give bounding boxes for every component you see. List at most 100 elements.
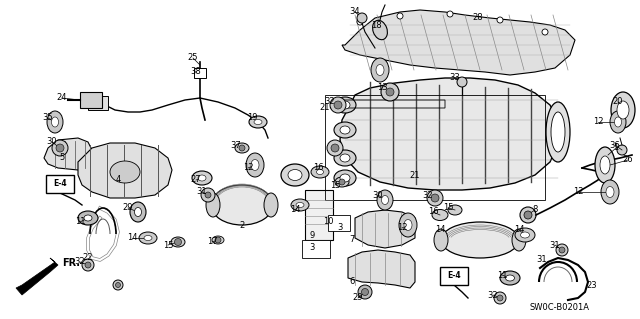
Polygon shape <box>44 138 92 170</box>
Text: 27: 27 <box>191 175 202 184</box>
Ellipse shape <box>404 219 412 231</box>
Ellipse shape <box>134 207 141 217</box>
Ellipse shape <box>595 147 615 183</box>
Text: 14: 14 <box>290 205 300 214</box>
Bar <box>80 92 102 108</box>
Ellipse shape <box>251 160 259 170</box>
Ellipse shape <box>144 235 152 241</box>
Text: SW0C-B0201A: SW0C-B0201A <box>530 303 590 313</box>
Text: 14: 14 <box>435 226 445 234</box>
Circle shape <box>524 211 532 219</box>
Ellipse shape <box>51 117 58 127</box>
Text: 21: 21 <box>410 170 420 180</box>
Circle shape <box>427 190 443 206</box>
Circle shape <box>330 97 346 113</box>
Circle shape <box>494 292 506 304</box>
Ellipse shape <box>340 101 350 109</box>
Circle shape <box>175 239 182 246</box>
Ellipse shape <box>520 232 529 238</box>
Ellipse shape <box>381 196 388 204</box>
Text: 18: 18 <box>371 20 381 29</box>
Circle shape <box>331 144 339 152</box>
Text: 13: 13 <box>377 84 387 93</box>
Circle shape <box>397 13 403 19</box>
Circle shape <box>559 247 565 253</box>
Circle shape <box>358 285 372 299</box>
Circle shape <box>82 259 94 271</box>
Text: 11: 11 <box>497 271 508 279</box>
Ellipse shape <box>551 112 565 152</box>
Text: E-4: E-4 <box>447 271 461 280</box>
Ellipse shape <box>340 154 350 162</box>
Ellipse shape <box>334 122 356 138</box>
Ellipse shape <box>600 156 610 174</box>
Text: 17: 17 <box>207 238 218 247</box>
Text: 20: 20 <box>612 98 623 107</box>
Ellipse shape <box>515 228 535 242</box>
Ellipse shape <box>335 177 349 187</box>
Circle shape <box>542 29 548 35</box>
Ellipse shape <box>211 185 273 225</box>
Ellipse shape <box>212 236 224 244</box>
Text: 12: 12 <box>243 164 253 173</box>
Circle shape <box>431 194 439 202</box>
Ellipse shape <box>281 164 309 186</box>
Ellipse shape <box>441 222 519 258</box>
Text: 32: 32 <box>75 257 85 266</box>
Ellipse shape <box>198 175 206 181</box>
Text: 31: 31 <box>196 188 207 197</box>
Circle shape <box>357 13 367 23</box>
Bar <box>302 240 330 258</box>
Ellipse shape <box>448 205 462 215</box>
Ellipse shape <box>47 111 63 133</box>
Ellipse shape <box>84 215 92 221</box>
Circle shape <box>201 188 215 202</box>
Ellipse shape <box>254 120 262 124</box>
Circle shape <box>386 88 394 96</box>
Ellipse shape <box>512 229 526 251</box>
Ellipse shape <box>264 193 278 217</box>
Text: 29: 29 <box>123 204 133 212</box>
Text: 11: 11 <box>75 218 85 226</box>
Circle shape <box>115 283 120 287</box>
Ellipse shape <box>432 210 448 220</box>
Bar <box>46 175 74 193</box>
Circle shape <box>113 280 123 290</box>
Circle shape <box>357 19 363 25</box>
Text: 23: 23 <box>587 281 597 291</box>
Text: 21: 21 <box>320 103 330 113</box>
Text: 15: 15 <box>443 204 453 212</box>
Polygon shape <box>355 210 415 248</box>
Bar <box>194 68 206 78</box>
Circle shape <box>497 17 503 23</box>
Ellipse shape <box>206 193 220 217</box>
Text: 30: 30 <box>47 137 58 146</box>
Text: 32: 32 <box>488 291 499 300</box>
Text: 3: 3 <box>309 243 315 253</box>
Text: 15: 15 <box>330 181 340 189</box>
Polygon shape <box>78 143 172 198</box>
Circle shape <box>56 144 64 152</box>
Circle shape <box>215 237 221 243</box>
Text: 3: 3 <box>337 224 342 233</box>
Text: 26: 26 <box>623 155 634 165</box>
Text: 34: 34 <box>349 8 360 17</box>
Ellipse shape <box>311 166 329 178</box>
Text: 2: 2 <box>239 220 244 229</box>
Circle shape <box>85 262 91 268</box>
Ellipse shape <box>546 102 570 162</box>
Text: 37: 37 <box>230 140 241 150</box>
Ellipse shape <box>334 170 356 186</box>
Ellipse shape <box>500 271 520 285</box>
Ellipse shape <box>288 169 302 181</box>
Ellipse shape <box>377 190 393 210</box>
Text: 7: 7 <box>349 235 355 244</box>
Ellipse shape <box>340 174 350 182</box>
Bar <box>305 190 333 240</box>
Text: 29: 29 <box>353 293 364 302</box>
Text: 14: 14 <box>127 234 137 242</box>
Circle shape <box>205 192 211 198</box>
Ellipse shape <box>78 211 98 225</box>
Ellipse shape <box>246 153 264 177</box>
Ellipse shape <box>610 111 626 133</box>
